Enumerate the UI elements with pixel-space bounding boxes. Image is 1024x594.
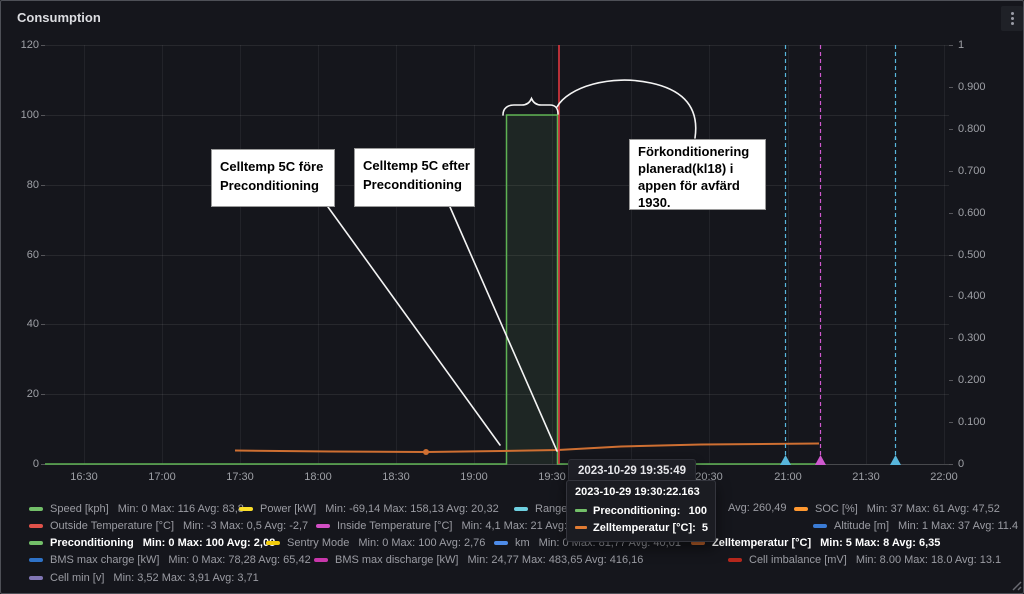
legend-item-inside-temperature[interactable]: Inside Temperature [°C] Min: 4,1 Max: 21… <box>316 518 567 533</box>
tooltip-row-preconditioning: Preconditioning: 100 <box>575 503 707 518</box>
horizontal-gridlines <box>45 45 949 395</box>
callout-celltemp-after: Celltemp 5C efter Preconditioning <box>354 148 475 207</box>
series-marker <box>29 540 43 545</box>
y-right-tick: 0.600 <box>958 207 986 219</box>
x-tick: 18:00 <box>304 471 332 483</box>
y-right-tick: 0.800 <box>958 123 986 135</box>
legend-item-range[interactable]: Range <box>514 501 567 516</box>
series-marker <box>29 557 43 562</box>
callout-connector-curve <box>556 79 697 139</box>
zelltemperatur-point <box>423 449 429 455</box>
x-tick: 18:30 <box>382 471 410 483</box>
tooltip-row-zelltemperatur: Zelltemperatur [°C]: 5 <box>575 520 708 535</box>
legend-item-preconditioning[interactable]: Preconditioning Min: 0 Max: 100 Avg: 2,0… <box>29 535 275 550</box>
annotation-marker-magenta[interactable] <box>815 455 826 465</box>
x-tick: 22:00 <box>930 471 958 483</box>
legend-item-soc[interactable]: SOC [%] Min: 37 Max: 61 Avg: 47,52 <box>794 501 1000 516</box>
zelltemperatur-series-line <box>234 442 820 454</box>
x-tick: 19:30 <box>538 471 566 483</box>
preconditioning-series-fill <box>506 115 558 464</box>
series-marker <box>728 557 742 562</box>
legend-item-cell-min[interactable]: Cell min [v] Min: 3,52 Max: 3,91 Avg: 3,… <box>29 570 259 585</box>
x-tick: 21:30 <box>852 471 880 483</box>
callout-line: appen för avfärd <box>638 178 740 193</box>
tooltip-timestamp: 2023-10-29 19:30:22.163 <box>575 486 700 498</box>
y-right-tick: 1 <box>958 39 965 51</box>
y-right-tick: 0.400 <box>958 290 986 302</box>
y-left-tick: 120 <box>20 39 39 51</box>
y-left-tick: 60 <box>26 249 39 261</box>
kebab-dot <box>1010 17 1014 20</box>
legend-item-bms-max-discharge[interactable]: BMS max discharge [kW] Min: 24,77 Max: 4… <box>314 552 643 567</box>
callout-brace <box>502 96 559 116</box>
legend-item-cell-imbalance[interactable]: Cell imbalance [mV] Min: 8.00 Max: 18.0 … <box>728 552 1001 567</box>
y-left-tick: 20 <box>26 388 39 400</box>
annotation-dashed-lines <box>784 45 897 459</box>
series-marker <box>794 506 808 511</box>
series-marker <box>29 575 43 580</box>
panel-title[interactable]: Consumption <box>17 10 101 25</box>
y-right-tick: 0.200 <box>958 374 986 386</box>
legend-item-sentry-mode[interactable]: Sentry Mode Min: 0 Max: 100 Avg: 2,76 <box>266 535 485 550</box>
callout-line: Preconditioning <box>363 177 462 192</box>
callout-line: planerad(kl18) i <box>638 161 734 176</box>
series-marker <box>266 540 280 545</box>
series-marker <box>575 526 587 529</box>
y-left-tick: 0 <box>32 458 39 470</box>
axis-tick-marks <box>41 45 953 465</box>
series-marker <box>494 540 508 545</box>
callout-line: Förkonditionering <box>638 144 750 159</box>
annotation-marker-cyan-2[interactable] <box>890 455 901 465</box>
series-marker <box>575 509 587 512</box>
series-marker <box>316 523 330 528</box>
annotation-marker-cyan-1[interactable] <box>780 455 791 465</box>
y-left-tick: 80 <box>26 179 39 191</box>
series-marker <box>29 506 43 511</box>
y-right-tick: 0.100 <box>958 416 986 428</box>
series-marker <box>314 557 328 562</box>
x-tick: 16:30 <box>70 471 98 483</box>
y-right-tick: 0.300 <box>958 332 986 344</box>
callout-connector-line-1 <box>327 206 501 446</box>
callout-line: Celltemp 5C efter <box>363 158 470 173</box>
annotation-tooltip-time: 2023-10-29 19:35:49 <box>578 464 687 477</box>
callout-line: Preconditioning <box>220 178 319 193</box>
callout-line: Celltemp 5C före <box>220 159 324 174</box>
y-right-tick: 0.700 <box>958 165 986 177</box>
callout-celltemp-before: Celltemp 5C före Preconditioning <box>211 149 335 207</box>
callout-connector-line-2 <box>449 206 558 452</box>
annotation-tooltip: 2023-10-29 19:35:49 <box>568 459 697 482</box>
y-left-tick: 100 <box>20 109 39 121</box>
resize-handle[interactable] <box>1012 581 1022 591</box>
series-marker <box>239 506 253 511</box>
legend-item-altitude[interactable]: Altitude [m] Min: 1 Max: 37 Avg: 11.4 <box>813 518 1018 533</box>
x-tick: 19:00 <box>460 471 488 483</box>
x-tick: 17:30 <box>226 471 254 483</box>
y-right-tick: 0.900 <box>958 81 986 93</box>
kebab-dot <box>1010 12 1014 15</box>
crosshair-tooltip: 2023-10-29 19:30:22.163 Preconditioning:… <box>566 480 716 542</box>
panel-menu-button[interactable] <box>1001 6 1023 31</box>
series-marker <box>514 506 528 511</box>
callout-line: 1930. <box>638 195 671 210</box>
y-left-tick: 40 <box>26 318 39 330</box>
x-tick: 17:00 <box>148 471 176 483</box>
series-marker <box>691 540 705 545</box>
x-tick: 21:00 <box>774 471 802 483</box>
callout-connectors <box>327 79 697 452</box>
legend-item-bms-max-charge[interactable]: BMS max charge [kW] Min: 0 Max: 78,28 Av… <box>29 552 311 567</box>
kebab-dot <box>1010 22 1014 25</box>
y-right-tick: 0 <box>958 458 965 470</box>
legend-item-speed[interactable]: Speed [kph] Min: 0 Max: 116 Avg: 83,8 <box>29 501 244 516</box>
series-marker <box>29 523 43 528</box>
legend-item-outside-temperature[interactable]: Outside Temperature [°C] Min: -3 Max: 0,… <box>29 518 308 533</box>
callout-preconditioning-planned: Förkonditionering planerad(kl18) i appen… <box>629 139 766 210</box>
legend-item-zelltemperatur[interactable]: Zelltemperatur [°C] Min: 5 Max: 8 Avg: 6… <box>691 535 940 550</box>
legend-item-power[interactable]: Power [kW] Min: -69,14 Max: 158,13 Avg: … <box>239 501 499 516</box>
series-marker <box>813 523 827 528</box>
y-right-tick: 0.500 <box>958 249 986 261</box>
